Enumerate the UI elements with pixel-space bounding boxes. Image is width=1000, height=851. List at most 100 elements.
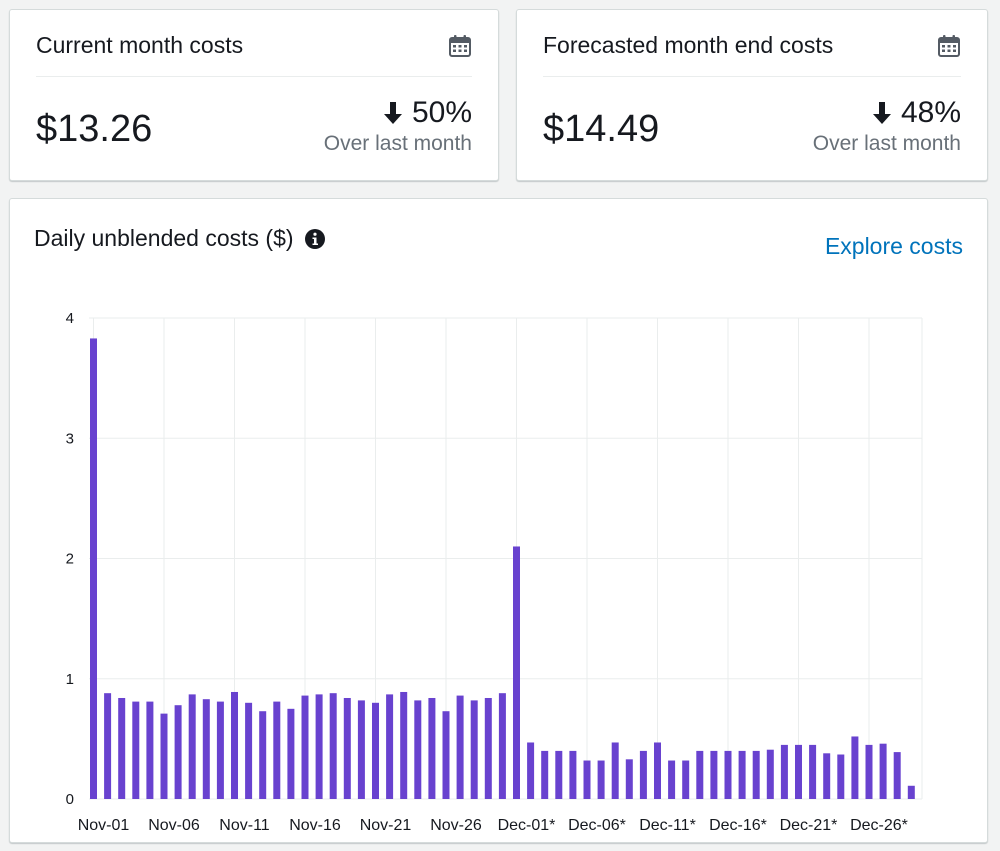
bar	[865, 744, 873, 799]
x-tick-label: Dec-11*	[639, 817, 696, 834]
bar	[696, 750, 704, 799]
bar	[146, 701, 154, 799]
bar	[245, 702, 253, 799]
daily-costs-chart: 0 1 2 3 4 Nov-01 Nov-06 Nov-11 Nov-16 Nov-21 Nov-2…	[66, 310, 923, 834]
bar	[456, 695, 464, 799]
bar	[90, 338, 97, 799]
forecast-cost-value: $14.49	[543, 108, 660, 150]
bar	[639, 750, 647, 799]
x-tick-label: Nov-21	[360, 817, 412, 834]
current-cost-value: $13.26	[36, 108, 153, 150]
change-percent: 50%	[411, 96, 472, 129]
card-header: Forecasted month end costs	[543, 10, 961, 77]
x-tick-label: Nov-06	[148, 817, 200, 834]
bar	[329, 693, 337, 799]
current-month-costs-card: Current month costs $13.26 50% Over last…	[9, 9, 499, 181]
bar	[202, 699, 210, 799]
bar	[809, 744, 817, 799]
x-tick-label: Nov-16	[289, 817, 341, 834]
bar	[837, 754, 845, 799]
bar	[428, 697, 436, 799]
bar	[541, 750, 549, 799]
x-tick-label: Dec-21*	[780, 817, 838, 834]
change-percent: 48%	[900, 96, 961, 129]
bar	[484, 697, 492, 799]
change-label: Over last month	[812, 132, 961, 155]
forecasted-costs-card: Forecasted month end costs $14.49 48% Ov…	[516, 9, 988, 181]
bar	[682, 760, 690, 799]
bar	[907, 785, 915, 799]
y-tick-label: 0	[66, 791, 74, 808]
bar	[301, 695, 309, 799]
bar	[527, 742, 535, 799]
x-tick-label: Nov-11	[219, 817, 269, 834]
bar	[738, 750, 746, 799]
bar	[104, 693, 112, 799]
bar	[795, 744, 802, 799]
bar	[654, 742, 661, 799]
daily-costs-card: Daily unblended costs ($) Explore costs …	[9, 198, 988, 843]
bar	[710, 750, 718, 799]
calendar-icon	[449, 35, 471, 57]
x-tick-label: Nov-26	[430, 817, 482, 834]
x-tick-label: Dec-06*	[568, 817, 626, 834]
bar	[343, 697, 351, 799]
bar	[611, 742, 619, 799]
change-indicator: 48% Over last month	[813, 96, 961, 156]
y-tick-label: 4	[66, 310, 74, 327]
calendar-icon	[938, 35, 960, 57]
arrow-down-icon	[872, 102, 891, 124]
card-title: Forecasted month end costs	[543, 32, 834, 58]
bar	[442, 711, 450, 799]
y-tick-label: 2	[66, 551, 74, 568]
arrow-down-icon	[383, 102, 402, 124]
bar	[625, 759, 633, 799]
bar	[287, 708, 295, 799]
bar	[879, 743, 887, 799]
bar	[752, 750, 760, 799]
bar	[851, 736, 859, 799]
bar	[583, 760, 591, 799]
bar	[823, 753, 831, 799]
bar	[216, 701, 224, 799]
info-icon[interactable]	[304, 228, 326, 250]
x-tick-label: Dec-16*	[709, 817, 767, 834]
y-tick-label: 1	[66, 671, 74, 688]
bar	[160, 713, 168, 799]
bar	[231, 691, 238, 799]
bar	[668, 760, 676, 799]
bar	[893, 752, 901, 799]
card-header: Current month costs	[36, 10, 472, 77]
bar	[188, 694, 196, 799]
x-tick-label: Dec-26*	[850, 817, 908, 834]
bar	[273, 701, 281, 799]
bar	[513, 546, 520, 799]
bar	[470, 700, 478, 799]
bar	[414, 700, 422, 799]
chart-title: Daily unblended costs ($)	[34, 225, 326, 252]
explore-costs-link[interactable]: Explore costs	[824, 233, 963, 259]
x-tick-label: Nov-01	[78, 817, 130, 834]
bar	[569, 750, 577, 799]
bar	[766, 749, 774, 799]
bar	[132, 701, 140, 799]
bar	[386, 694, 394, 799]
bar	[372, 702, 379, 799]
bar	[597, 760, 605, 799]
bar	[555, 750, 563, 799]
bar	[400, 691, 408, 799]
bar	[259, 711, 267, 799]
bar	[174, 705, 182, 799]
y-tick-label: 3	[66, 430, 74, 447]
bar	[357, 700, 365, 799]
bar	[780, 744, 788, 799]
x-tick-label: Dec-01*	[498, 817, 556, 834]
bar	[118, 697, 126, 799]
chart-title-text: Daily unblended costs ($)	[34, 225, 294, 251]
change-label: Over last month	[323, 132, 472, 155]
bar	[315, 694, 323, 799]
bar	[498, 693, 506, 799]
card-title: Current month costs	[36, 32, 244, 58]
bar	[724, 750, 732, 799]
change-indicator: 50% Over last month	[324, 96, 472, 156]
